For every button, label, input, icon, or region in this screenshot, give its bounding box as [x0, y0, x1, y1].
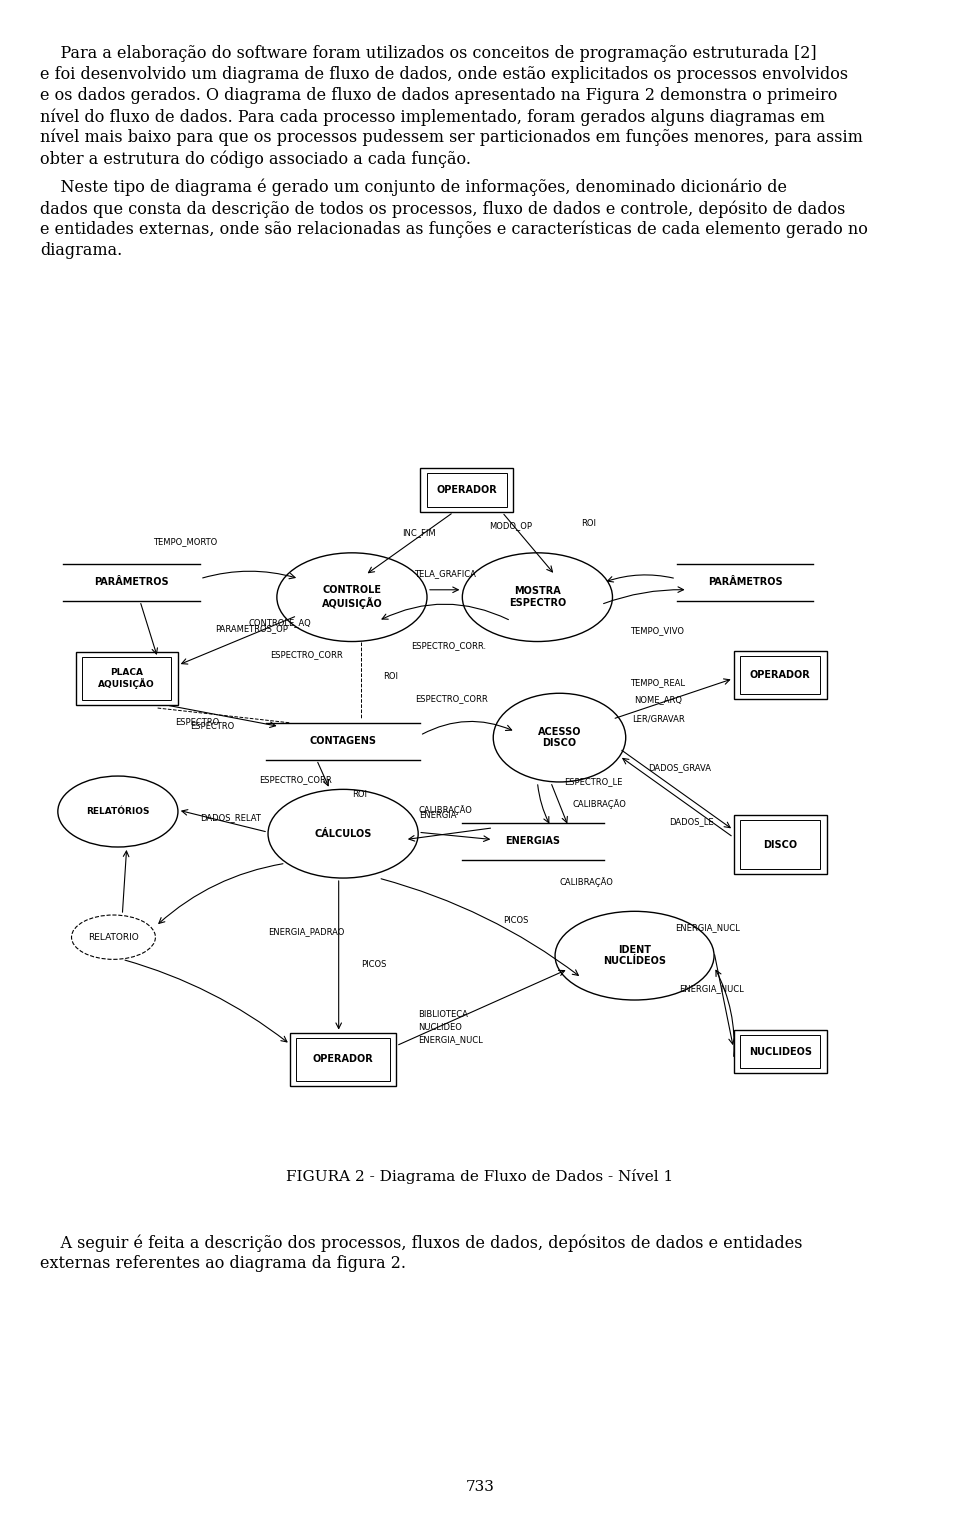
Ellipse shape: [58, 776, 178, 847]
Text: OPERADOR: OPERADOR: [313, 1055, 373, 1064]
Text: ROI: ROI: [352, 791, 367, 800]
Text: e entidades externas, onde são relacionadas as funções e características de cada: e entidades externas, onde são relaciona…: [40, 221, 868, 238]
Text: ESPECTRO_CORR: ESPECTRO_CORR: [259, 776, 332, 785]
Text: FIGURA 2 - Diagrama de Fluxo de Dados - Nível 1: FIGURA 2 - Diagrama de Fluxo de Dados - …: [286, 1169, 674, 1184]
Text: CÁLCULOS: CÁLCULOS: [315, 829, 372, 838]
Text: TEMPO_VIVO: TEMPO_VIVO: [630, 626, 684, 636]
Text: CONTAGENS: CONTAGENS: [310, 736, 376, 747]
Text: nível do fluxo de dados. Para cada processo implementado, foram gerados alguns d: nível do fluxo de dados. Para cada proce…: [40, 108, 825, 125]
Text: OPERADOR: OPERADOR: [750, 669, 810, 680]
Ellipse shape: [268, 789, 419, 878]
Ellipse shape: [555, 911, 714, 1000]
Text: dados que consta da descrição de todos os processos, fluxo de dados e controle, : dados que consta da descrição de todos o…: [40, 200, 846, 218]
Bar: [740, 655, 821, 693]
Text: DISCO: DISCO: [763, 840, 798, 850]
Bar: [420, 468, 513, 512]
Text: CONTROLE
AQUISIÇÃO: CONTROLE AQUISIÇÃO: [322, 585, 382, 610]
Text: TEMPO_MORTO: TEMPO_MORTO: [154, 538, 218, 546]
Bar: [733, 651, 827, 700]
Text: ROI: ROI: [383, 672, 397, 681]
Text: ROI: ROI: [582, 518, 596, 527]
Text: PLACA
AQUISIÇÃO: PLACA AQUISIÇÃO: [98, 668, 156, 689]
Text: PICOS: PICOS: [503, 916, 528, 925]
Bar: [740, 1035, 821, 1068]
Text: ENERGIAS: ENERGIAS: [506, 837, 561, 846]
Text: PARÂMETROS: PARÂMETROS: [708, 578, 782, 587]
Bar: [76, 652, 178, 706]
Text: e os dados gerados. O diagrama de fluxo de dados apresentado na Figura 2 demonst: e os dados gerados. O diagrama de fluxo …: [40, 87, 837, 104]
Text: TELA_GRAFICA: TELA_GRAFICA: [414, 568, 475, 578]
Text: NUCLIDEO: NUCLIDEO: [419, 1023, 462, 1032]
Text: externas referentes ao diagrama da figura 2.: externas referentes ao diagrama da figur…: [40, 1254, 406, 1273]
Text: NUCLIDEOS: NUCLIDEOS: [749, 1047, 812, 1056]
Ellipse shape: [72, 914, 156, 960]
Ellipse shape: [493, 693, 626, 782]
Text: PICOS: PICOS: [361, 960, 386, 969]
Text: obter a estrutura do código associado a cada função.: obter a estrutura do código associado a …: [40, 149, 471, 168]
Text: RELATORIO: RELATORIO: [88, 933, 139, 942]
Text: ESPECTRO_CORR.: ESPECTRO_CORR.: [412, 640, 487, 649]
Bar: [740, 820, 821, 869]
Text: TEMPO_REAL: TEMPO_REAL: [630, 678, 685, 687]
Text: NOME_ARQ: NOME_ARQ: [635, 695, 683, 704]
Text: ACESSO
DISCO: ACESSO DISCO: [538, 727, 581, 748]
Text: ESPECTRO_LE: ESPECTRO_LE: [564, 777, 622, 786]
Text: RELATÓRIOS: RELATÓRIOS: [86, 808, 150, 815]
Text: PARÂMETROS: PARÂMETROS: [94, 578, 168, 587]
Text: IDENT
NUCLÍDEOS: IDENT NUCLÍDEOS: [603, 945, 666, 966]
Text: CALIBRAÇÃO: CALIBRAÇÃO: [573, 799, 627, 809]
Bar: [733, 1030, 827, 1073]
Ellipse shape: [463, 553, 612, 642]
Bar: [290, 1033, 396, 1085]
Text: ENERGIA_NUCL: ENERGIA_NUCL: [680, 985, 744, 994]
Text: BIBLIOTECA: BIBLIOTECA: [419, 1010, 468, 1020]
Text: ENERGIA_NUCL: ENERGIA_NUCL: [419, 1035, 483, 1044]
Text: 733: 733: [466, 1480, 494, 1494]
Text: MOSTRA
ESPECTRO: MOSTRA ESPECTRO: [509, 587, 566, 608]
Text: DADOS_RELAT: DADOS_RELAT: [200, 812, 261, 821]
Text: MODO_OP: MODO_OP: [489, 521, 532, 530]
Text: CALIBRAÇÃO: CALIBRAÇÃO: [560, 876, 613, 887]
Text: nível mais baixo para que os processos pudessem ser particionados em funções men: nível mais baixo para que os processos p…: [40, 130, 863, 146]
Bar: [426, 472, 507, 507]
Text: ESPECTRO_CORR: ESPECTRO_CORR: [415, 693, 488, 703]
Bar: [733, 815, 827, 875]
Text: ESPECTRO: ESPECTRO: [190, 722, 234, 732]
Text: CALIBRAÇÃO: CALIBRAÇÃO: [419, 805, 472, 815]
Bar: [297, 1038, 390, 1081]
Text: diagrama.: diagrama.: [40, 242, 122, 259]
Text: PARAMETROS_OP: PARAMETROS_OP: [215, 623, 288, 632]
Text: DADOS_GRAVA: DADOS_GRAVA: [648, 762, 710, 771]
Text: A seguir é feita a descrição dos processos, fluxos de dados, depósitos de dados : A seguir é feita a descrição dos process…: [40, 1234, 803, 1251]
Text: ENERGIA_NUCL: ENERGIA_NUCL: [675, 924, 740, 933]
Text: Para a elaboração do software foram utilizados os conceitos de programação estru: Para a elaboração do software foram util…: [40, 46, 817, 62]
Text: DADOS_LE: DADOS_LE: [669, 817, 714, 826]
Text: LER/GRAVAR: LER/GRAVAR: [632, 715, 684, 724]
Text: OPERADOR: OPERADOR: [437, 485, 497, 495]
Text: ESPECTRO_CORR: ESPECTRO_CORR: [271, 649, 343, 658]
Bar: [83, 657, 171, 700]
Text: e foi desenvolvido um diagrama de fluxo de dados, onde estão explicitados os pro: e foi desenvolvido um diagrama de fluxo …: [40, 66, 848, 82]
Ellipse shape: [276, 553, 427, 642]
Text: INC_FIM: INC_FIM: [402, 529, 436, 538]
Text: Neste tipo de diagrama é gerado um conjunto de informações, denominado dicionári: Neste tipo de diagrama é gerado um conju…: [40, 178, 787, 197]
Text: ENERGIA: ENERGIA: [420, 811, 457, 820]
Text: ENERGIA_PADRAO: ENERGIA_PADRAO: [268, 927, 345, 936]
Text: ESPECTRO: ESPECTRO: [176, 718, 220, 727]
Text: CONTROLE_AQ: CONTROLE_AQ: [248, 619, 311, 628]
